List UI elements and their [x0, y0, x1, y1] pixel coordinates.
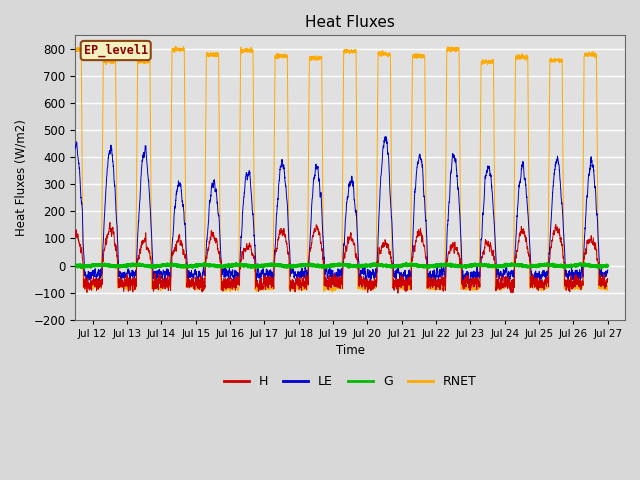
- LE: [381, 134, 389, 140]
- RNET: [484, 59, 492, 65]
- G: [168, 262, 176, 267]
- G: [353, 263, 361, 269]
- Legend: H, LE, G, RNET: H, LE, G, RNET: [219, 370, 481, 393]
- LE: [465, 281, 473, 287]
- RNET: [168, 46, 176, 51]
- Title: Heat Fluxes: Heat Fluxes: [305, 15, 395, 30]
- RNET: [383, 50, 391, 56]
- G: [604, 263, 612, 268]
- H: [383, 241, 390, 247]
- H: [353, 256, 361, 262]
- H: [525, 252, 533, 257]
- RNET: [525, 199, 533, 205]
- G: [403, 260, 410, 266]
- RNET: [604, 287, 612, 293]
- G: [484, 264, 492, 269]
- H: [604, 276, 612, 282]
- LE: [353, 229, 361, 235]
- Line: H: H: [58, 223, 608, 293]
- LE: [54, 273, 62, 279]
- RNET: [354, 227, 362, 232]
- Y-axis label: Heat Fluxes (W/m2): Heat Fluxes (W/m2): [15, 119, 28, 236]
- LE: [383, 138, 390, 144]
- LE: [484, 166, 492, 172]
- H: [106, 220, 114, 226]
- LE: [604, 267, 612, 273]
- G: [54, 263, 62, 268]
- G: [283, 265, 291, 271]
- G: [511, 263, 518, 268]
- H: [394, 290, 402, 296]
- RNET: [328, 289, 336, 295]
- LE: [525, 227, 533, 232]
- H: [484, 242, 492, 248]
- RNET: [172, 43, 180, 49]
- G: [525, 264, 533, 269]
- Line: LE: LE: [58, 137, 608, 284]
- G: [383, 262, 390, 268]
- Text: EP_level1: EP_level1: [84, 44, 148, 57]
- Line: RNET: RNET: [58, 46, 608, 292]
- LE: [511, 257, 518, 263]
- Line: G: G: [58, 263, 608, 268]
- RNET: [54, 285, 62, 290]
- X-axis label: Time: Time: [336, 344, 365, 357]
- H: [511, 258, 518, 264]
- RNET: [511, 131, 518, 136]
- H: [54, 279, 62, 285]
- LE: [168, 243, 176, 249]
- H: [168, 252, 176, 257]
